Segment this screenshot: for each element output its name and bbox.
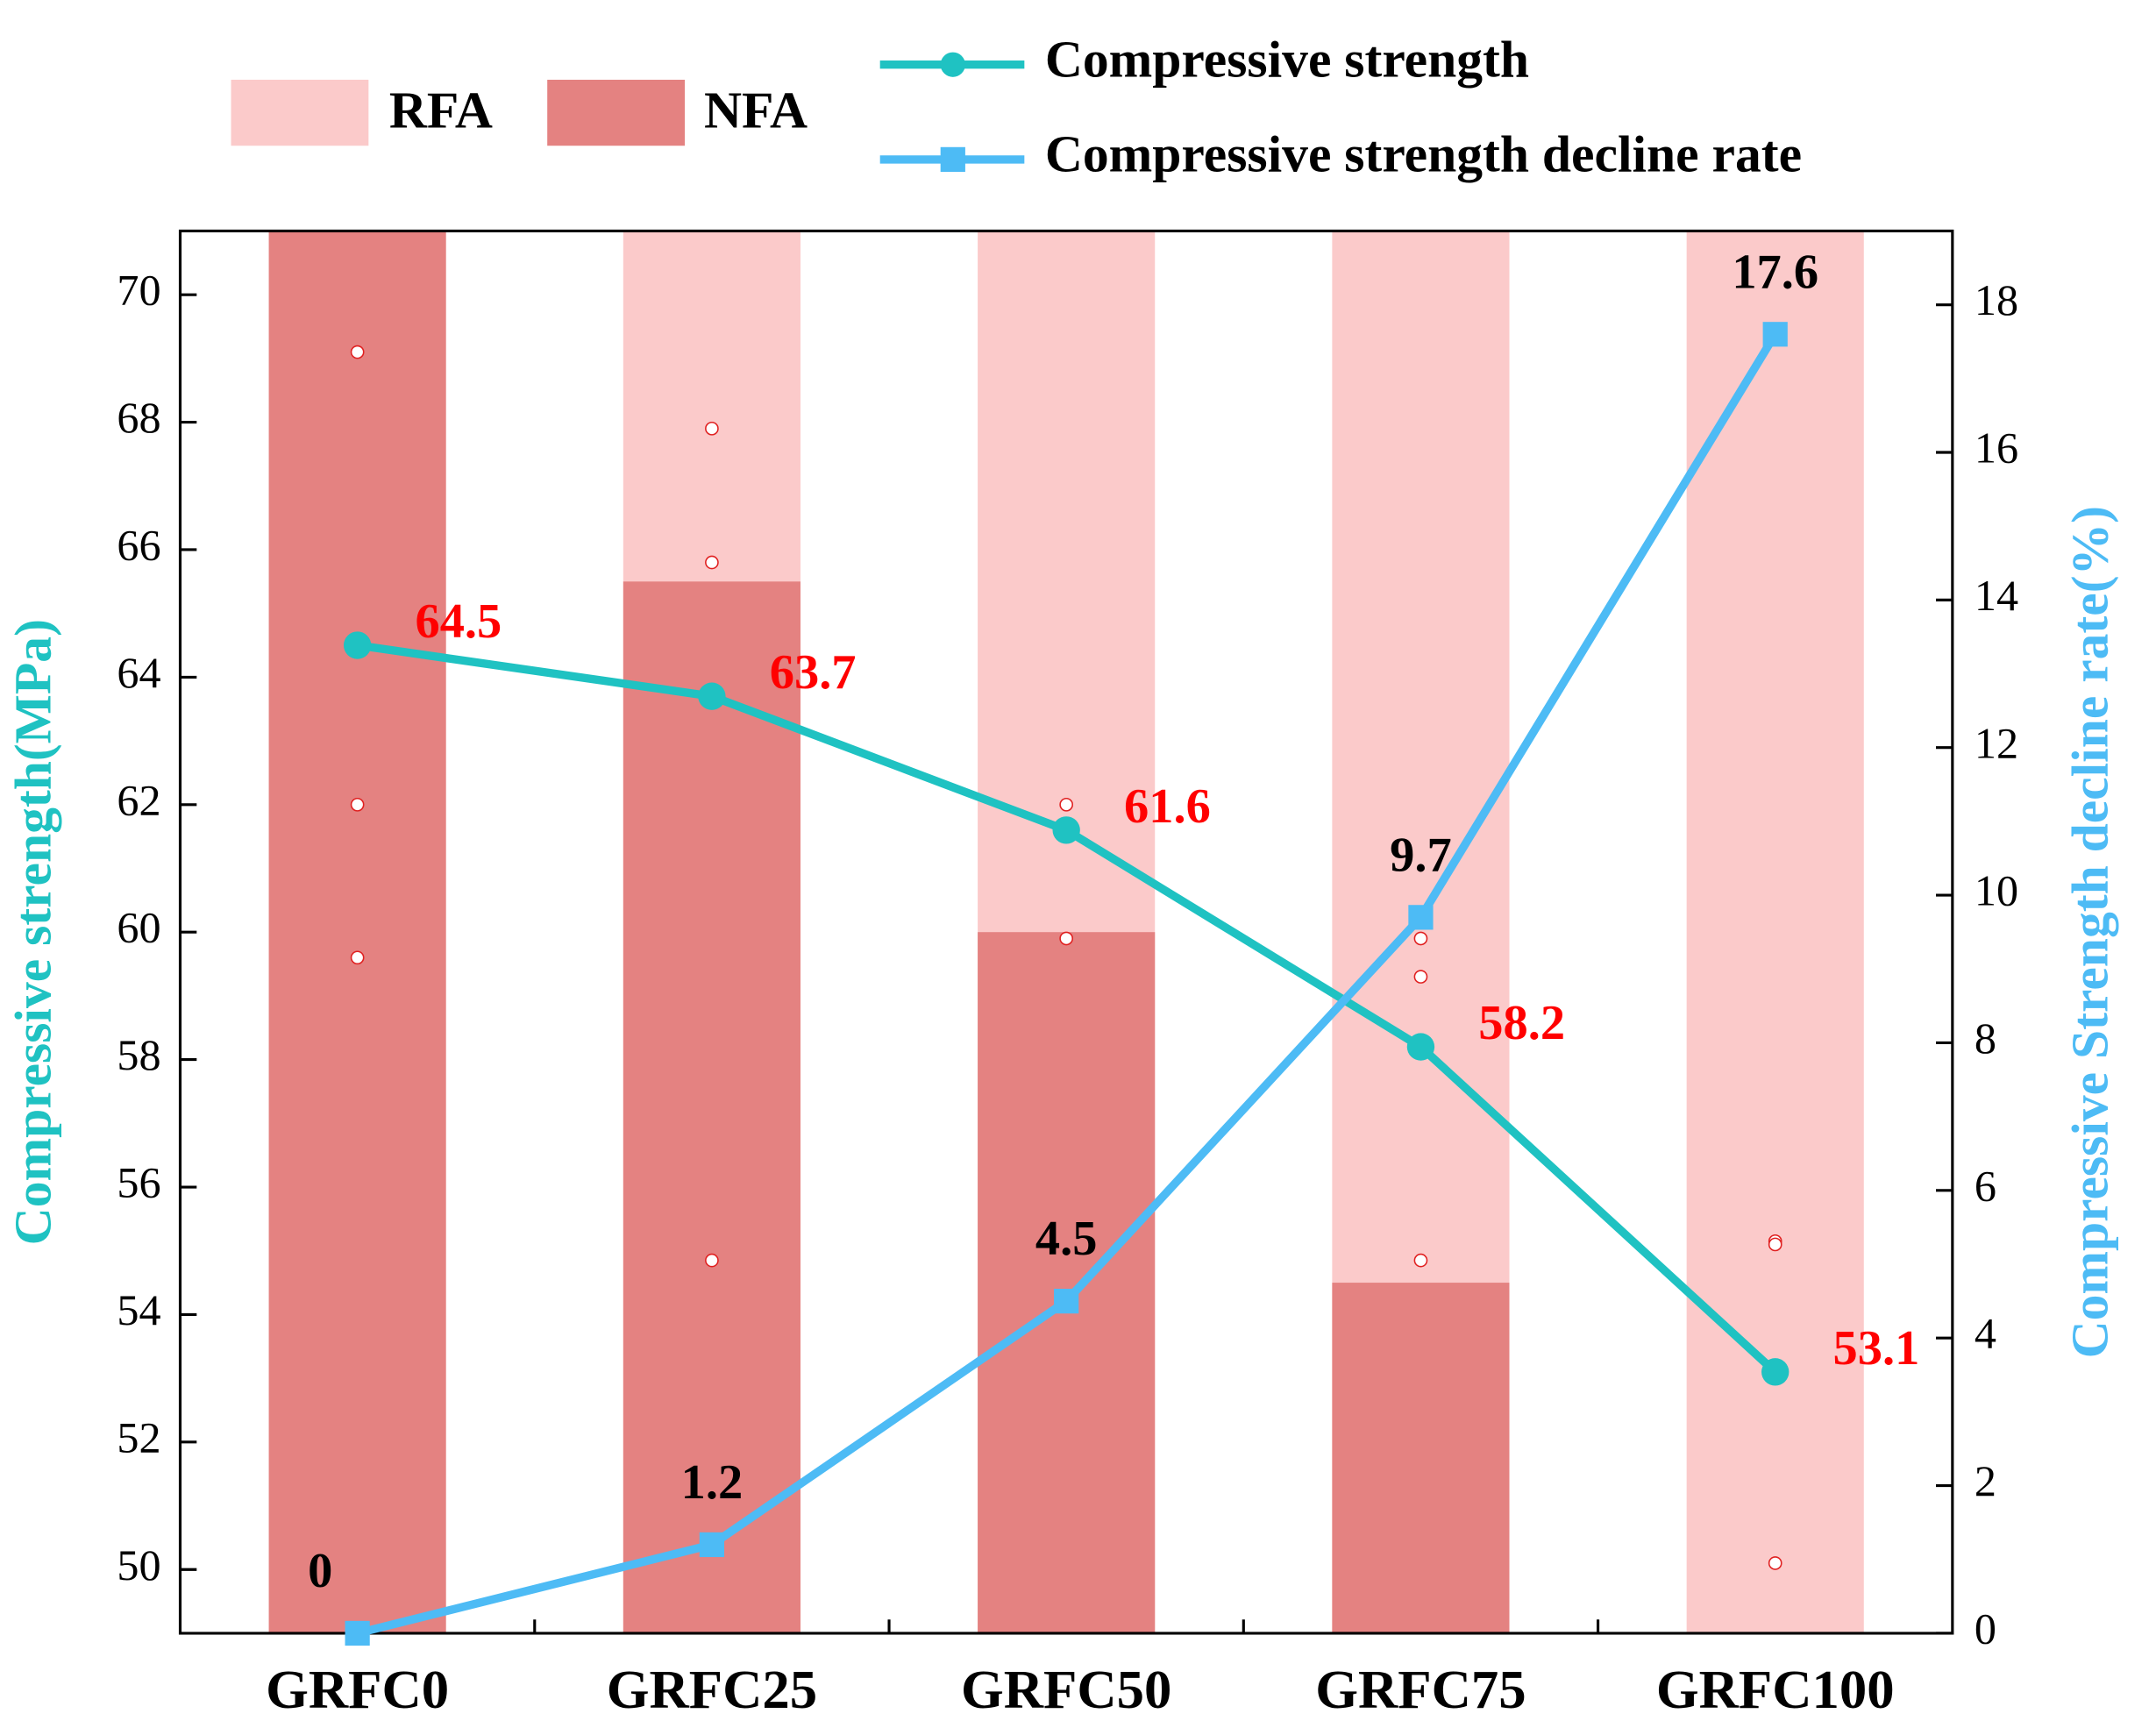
legend-marker — [940, 52, 965, 77]
y-tick-label: 50 — [117, 1540, 160, 1589]
value-label: 64.5 — [415, 594, 502, 649]
bar — [623, 581, 800, 1633]
legend-swatch — [231, 79, 369, 146]
series-marker — [1408, 905, 1434, 930]
x-tick-label: GRFC100 — [1656, 1659, 1895, 1720]
value-label: 1.2 — [681, 1455, 744, 1510]
series-marker — [1406, 1033, 1435, 1061]
bar — [1686, 231, 1864, 1633]
value-label: 61.6 — [1124, 779, 1211, 834]
y2-tick-label: 12 — [1975, 718, 2018, 767]
sample-point — [705, 421, 719, 436]
legend-label: Compressive strength — [1045, 30, 1529, 88]
y-tick-label: 52 — [117, 1412, 160, 1461]
sample-point — [350, 950, 365, 965]
y-tick-label: 68 — [117, 393, 160, 442]
y2-tick-label: 0 — [1975, 1603, 1996, 1653]
value-label: 58.2 — [1478, 996, 1565, 1050]
y2-tick-label: 4 — [1975, 1309, 1996, 1358]
legend-label: NFA — [704, 81, 808, 139]
y2-tick-label: 18 — [1975, 275, 2018, 324]
series-marker — [1052, 816, 1080, 844]
y2-tick-label: 6 — [1975, 1161, 1996, 1210]
value-label: 53.1 — [1833, 1321, 1920, 1376]
sample-point — [1413, 970, 1428, 984]
y-tick-label: 64 — [117, 648, 160, 697]
value-label: 4.5 — [1035, 1212, 1098, 1266]
bar — [1332, 1283, 1510, 1633]
legend-marker — [940, 146, 965, 173]
x-tick-label: GRFC75 — [1315, 1659, 1526, 1720]
sample-point — [1059, 797, 1074, 812]
series-marker — [345, 1620, 370, 1646]
series-marker — [1762, 322, 1788, 347]
sample-point — [1768, 1237, 1782, 1252]
y-tick-label: 60 — [117, 903, 160, 952]
bar — [978, 932, 1156, 1633]
legend-label: RFA — [389, 81, 493, 139]
y2-tick-label: 10 — [1975, 866, 2018, 915]
series-marker — [343, 631, 372, 659]
series-marker — [1054, 1289, 1079, 1314]
sample-point — [1768, 1556, 1782, 1570]
x-tick-label: GRFC25 — [607, 1659, 817, 1720]
x-tick-label: GRFC0 — [266, 1659, 449, 1720]
y-tick-label: 54 — [117, 1285, 160, 1334]
value-label: 63.7 — [770, 645, 857, 700]
y-tick-label: 66 — [117, 520, 160, 569]
y2-tick-label: 14 — [1975, 571, 2018, 620]
y2-tick-label: 2 — [1975, 1456, 1996, 1505]
y2-tick-label: 16 — [1975, 423, 2018, 473]
y-tick-label: 56 — [117, 1158, 160, 1207]
plot — [268, 231, 1864, 1633]
value-label: 0 — [308, 1544, 332, 1598]
y2-axis-title: Compressive Strength decline rate(%) — [2061, 506, 2119, 1358]
y-tick-label: 58 — [117, 1030, 160, 1079]
value-label: 17.6 — [1732, 245, 1818, 299]
y-tick-label: 62 — [117, 775, 160, 824]
legend-swatch — [547, 79, 686, 146]
sample-point — [1413, 931, 1428, 946]
sample-point — [705, 555, 719, 570]
legend-label: Compressive strength decline rate — [1045, 125, 1802, 183]
sample-point — [350, 345, 365, 359]
x-tick-label: GRFC50 — [961, 1659, 1171, 1720]
sample-point — [1413, 1253, 1428, 1268]
sample-point — [350, 797, 365, 812]
series-marker — [1761, 1358, 1790, 1386]
y-tick-label: 70 — [117, 266, 160, 315]
sample-point — [705, 1253, 719, 1268]
series-marker — [699, 1532, 725, 1558]
y2-tick-label: 8 — [1975, 1013, 1996, 1063]
series-marker — [698, 682, 726, 710]
sample-point — [1059, 931, 1074, 946]
value-label: 9.7 — [1390, 828, 1452, 882]
bar — [268, 231, 446, 1633]
y-axis-title: Compressive strength(MPa) — [4, 619, 62, 1245]
